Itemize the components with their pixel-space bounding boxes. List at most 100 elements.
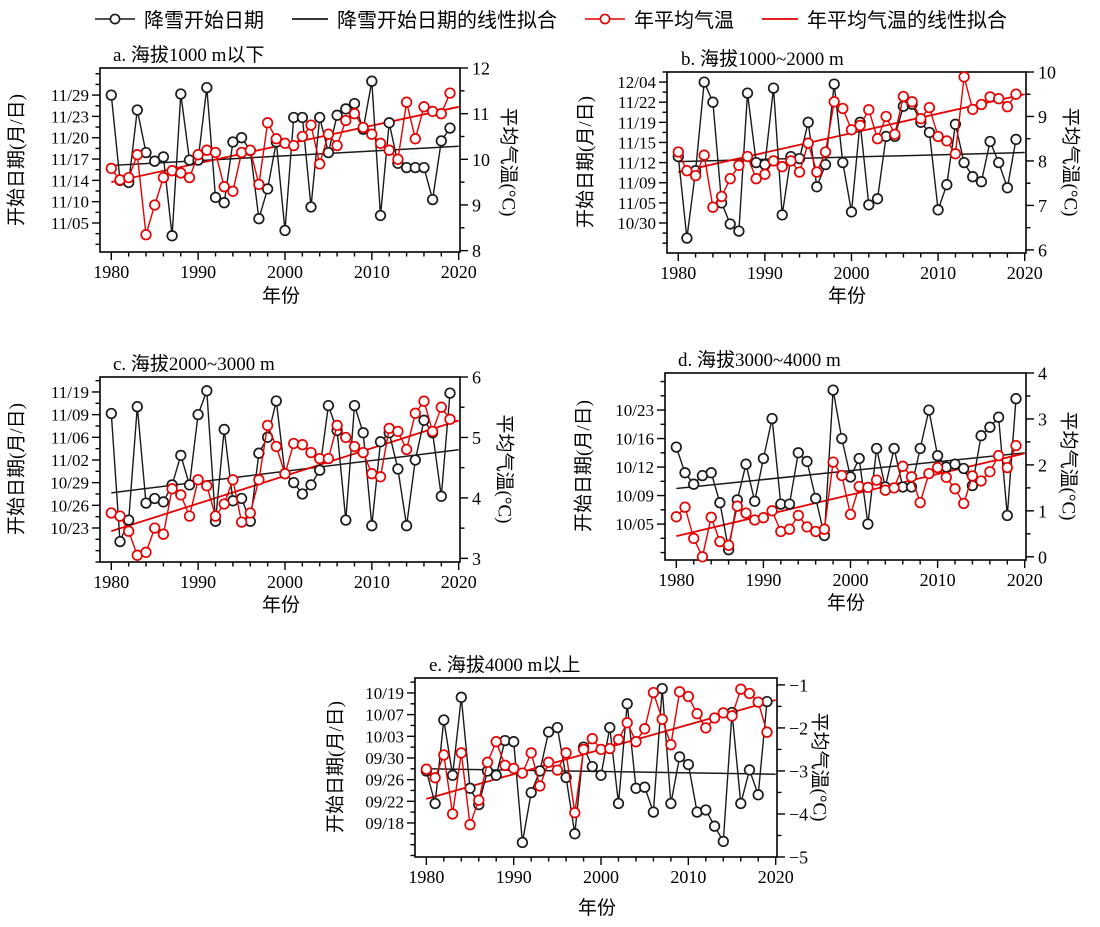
svg-text:3: 3 bbox=[472, 549, 481, 569]
subplot-e-title: e. 海拔4000 m以上 bbox=[429, 655, 581, 676]
svg-text:9: 9 bbox=[472, 195, 481, 215]
svg-text:11/23: 11/23 bbox=[51, 107, 89, 126]
svg-text:1990: 1990 bbox=[496, 867, 532, 887]
svg-text:12: 12 bbox=[472, 59, 490, 79]
svg-text:10/16: 10/16 bbox=[615, 430, 654, 449]
svg-text:2000: 2000 bbox=[267, 572, 303, 592]
svg-text:09/22: 09/22 bbox=[365, 792, 404, 811]
subplot-c-title: c. 海拔2000~3000 m bbox=[113, 354, 275, 375]
svg-text:7: 7 bbox=[1038, 196, 1047, 216]
svg-text:11/05: 11/05 bbox=[618, 194, 656, 213]
svg-text:5: 5 bbox=[472, 428, 481, 448]
svg-text:2000: 2000 bbox=[833, 570, 869, 590]
subplot-d-title: d. 海拔3000~4000 m bbox=[678, 350, 841, 371]
svg-text:−4: −4 bbox=[789, 804, 808, 824]
svg-text:11/19: 11/19 bbox=[51, 383, 89, 402]
legend-label: 年平均气温的线性拟合 bbox=[807, 10, 1007, 32]
subplot-b-title: b. 海拔1000~2000 m bbox=[681, 49, 844, 70]
subplot-b-right-axis-title: 平均气温(°C) bbox=[1059, 107, 1081, 217]
subplot-a-x-axis-title: 年份 bbox=[261, 286, 301, 307]
svg-text:11/22: 11/22 bbox=[618, 93, 656, 112]
legend-item-temp-fit: 年平均气温的线性拟合 bbox=[760, 4, 1007, 33]
svg-text:11/02: 11/02 bbox=[51, 451, 89, 470]
svg-text:2000: 2000 bbox=[833, 263, 869, 283]
subplot-e-x-axis-title: 年份 bbox=[577, 898, 617, 919]
temp-fit-icon bbox=[760, 12, 800, 26]
legend-label: 降雪开始日期的线性拟合 bbox=[337, 10, 557, 32]
svg-text:6: 6 bbox=[1038, 240, 1047, 260]
svg-text:8: 8 bbox=[1038, 151, 1047, 171]
subplot-b-left-axis-title: 开始日期(月/日) bbox=[575, 96, 597, 228]
svg-text:4: 4 bbox=[1038, 364, 1047, 384]
subplot-a-right-axis-title: 平均气温(°C) bbox=[497, 107, 519, 217]
svg-text:11/19: 11/19 bbox=[618, 113, 656, 132]
svg-text:09/26: 09/26 bbox=[365, 771, 404, 790]
svg-text:2000: 2000 bbox=[583, 867, 619, 887]
svg-text:10/09: 10/09 bbox=[615, 487, 654, 506]
svg-text:−2: −2 bbox=[789, 718, 808, 738]
svg-text:2010: 2010 bbox=[920, 263, 956, 283]
subplot-e-left-axis-title: 开始日期(月/日) bbox=[325, 701, 347, 833]
svg-text:10: 10 bbox=[472, 150, 490, 170]
subplot-c-right-axis-title: 平均气温(°C) bbox=[493, 414, 515, 524]
svg-text:11/20: 11/20 bbox=[51, 129, 89, 148]
svg-text:11: 11 bbox=[472, 104, 489, 124]
svg-text:11/09: 11/09 bbox=[618, 174, 656, 193]
svg-text:10/26: 10/26 bbox=[50, 496, 89, 515]
subplot-c-left-axis-title: 开始日期(月/日) bbox=[6, 403, 28, 535]
svg-text:1990: 1990 bbox=[180, 262, 216, 282]
svg-text:2020: 2020 bbox=[1007, 263, 1043, 283]
subplot-c-x-axis-title: 年份 bbox=[261, 595, 301, 616]
svg-text:10/29: 10/29 bbox=[50, 474, 89, 493]
svg-text:1980: 1980 bbox=[408, 867, 444, 887]
svg-text:1: 1 bbox=[1038, 501, 1047, 521]
snow-date-fit-icon bbox=[290, 12, 330, 26]
svg-text:11/06: 11/06 bbox=[51, 428, 89, 447]
svg-text:2010: 2010 bbox=[354, 262, 390, 282]
svg-text:1990: 1990 bbox=[747, 263, 783, 283]
svg-text:−5: −5 bbox=[789, 848, 808, 868]
svg-text:10/05: 10/05 bbox=[615, 515, 654, 534]
svg-text:9: 9 bbox=[1038, 107, 1047, 127]
svg-text:10/03: 10/03 bbox=[365, 727, 404, 746]
svg-text:2010: 2010 bbox=[354, 572, 390, 592]
legend-label: 年平均气温 bbox=[634, 10, 734, 32]
svg-text:4: 4 bbox=[472, 488, 481, 508]
svg-text:0: 0 bbox=[1038, 547, 1047, 567]
legend-item-temp: 年平均气温 bbox=[583, 4, 734, 33]
svg-text:1980: 1980 bbox=[660, 263, 696, 283]
subplot-d-left-axis-title: 开始日期(月/日) bbox=[573, 400, 595, 532]
svg-text:10: 10 bbox=[1038, 63, 1056, 83]
snow-date-series-icon bbox=[93, 12, 137, 26]
subplot-a-title: a. 海拔1000 m以下 bbox=[113, 45, 265, 66]
legend-label: 降雪开始日期 bbox=[144, 10, 264, 32]
svg-text:11/15: 11/15 bbox=[618, 133, 656, 152]
svg-text:10/07: 10/07 bbox=[365, 706, 404, 725]
subplot-d-right-axis-title: 平均气温(°C) bbox=[1057, 411, 1079, 521]
svg-text:2020: 2020 bbox=[1007, 570, 1043, 590]
svg-text:10/23: 10/23 bbox=[615, 401, 654, 420]
svg-text:1980: 1980 bbox=[93, 572, 129, 592]
legend-item-snow-date: 降雪开始日期 bbox=[93, 4, 264, 33]
svg-text:11/14: 11/14 bbox=[51, 171, 90, 190]
svg-text:−3: −3 bbox=[789, 761, 808, 781]
svg-text:12/04: 12/04 bbox=[617, 73, 656, 92]
subplot-b-x-axis-title: 年份 bbox=[827, 286, 867, 307]
svg-text:2020: 2020 bbox=[758, 867, 794, 887]
svg-text:10/30: 10/30 bbox=[617, 214, 656, 233]
svg-text:3: 3 bbox=[1038, 409, 1047, 429]
svg-text:2: 2 bbox=[1038, 455, 1047, 475]
svg-text:11/10: 11/10 bbox=[51, 193, 89, 212]
svg-text:8: 8 bbox=[472, 241, 481, 261]
subplot-e-right-axis-title: 平均气温(°C) bbox=[808, 712, 830, 822]
svg-text:10/12: 10/12 bbox=[615, 458, 654, 477]
subplot-d-x-axis-title: 年份 bbox=[826, 593, 866, 614]
subplot-a-left-axis-title: 开始日期(月/日) bbox=[6, 94, 28, 226]
svg-text:2010: 2010 bbox=[920, 570, 956, 590]
chart-legend: 降雪开始日期 降雪开始日期的线性拟合 年平均气温 年平均气温的线性拟合 bbox=[0, 4, 1100, 33]
svg-text:2020: 2020 bbox=[441, 262, 477, 282]
svg-text:1990: 1990 bbox=[180, 572, 216, 592]
svg-text:1990: 1990 bbox=[745, 570, 781, 590]
svg-text:11/29: 11/29 bbox=[51, 86, 89, 105]
